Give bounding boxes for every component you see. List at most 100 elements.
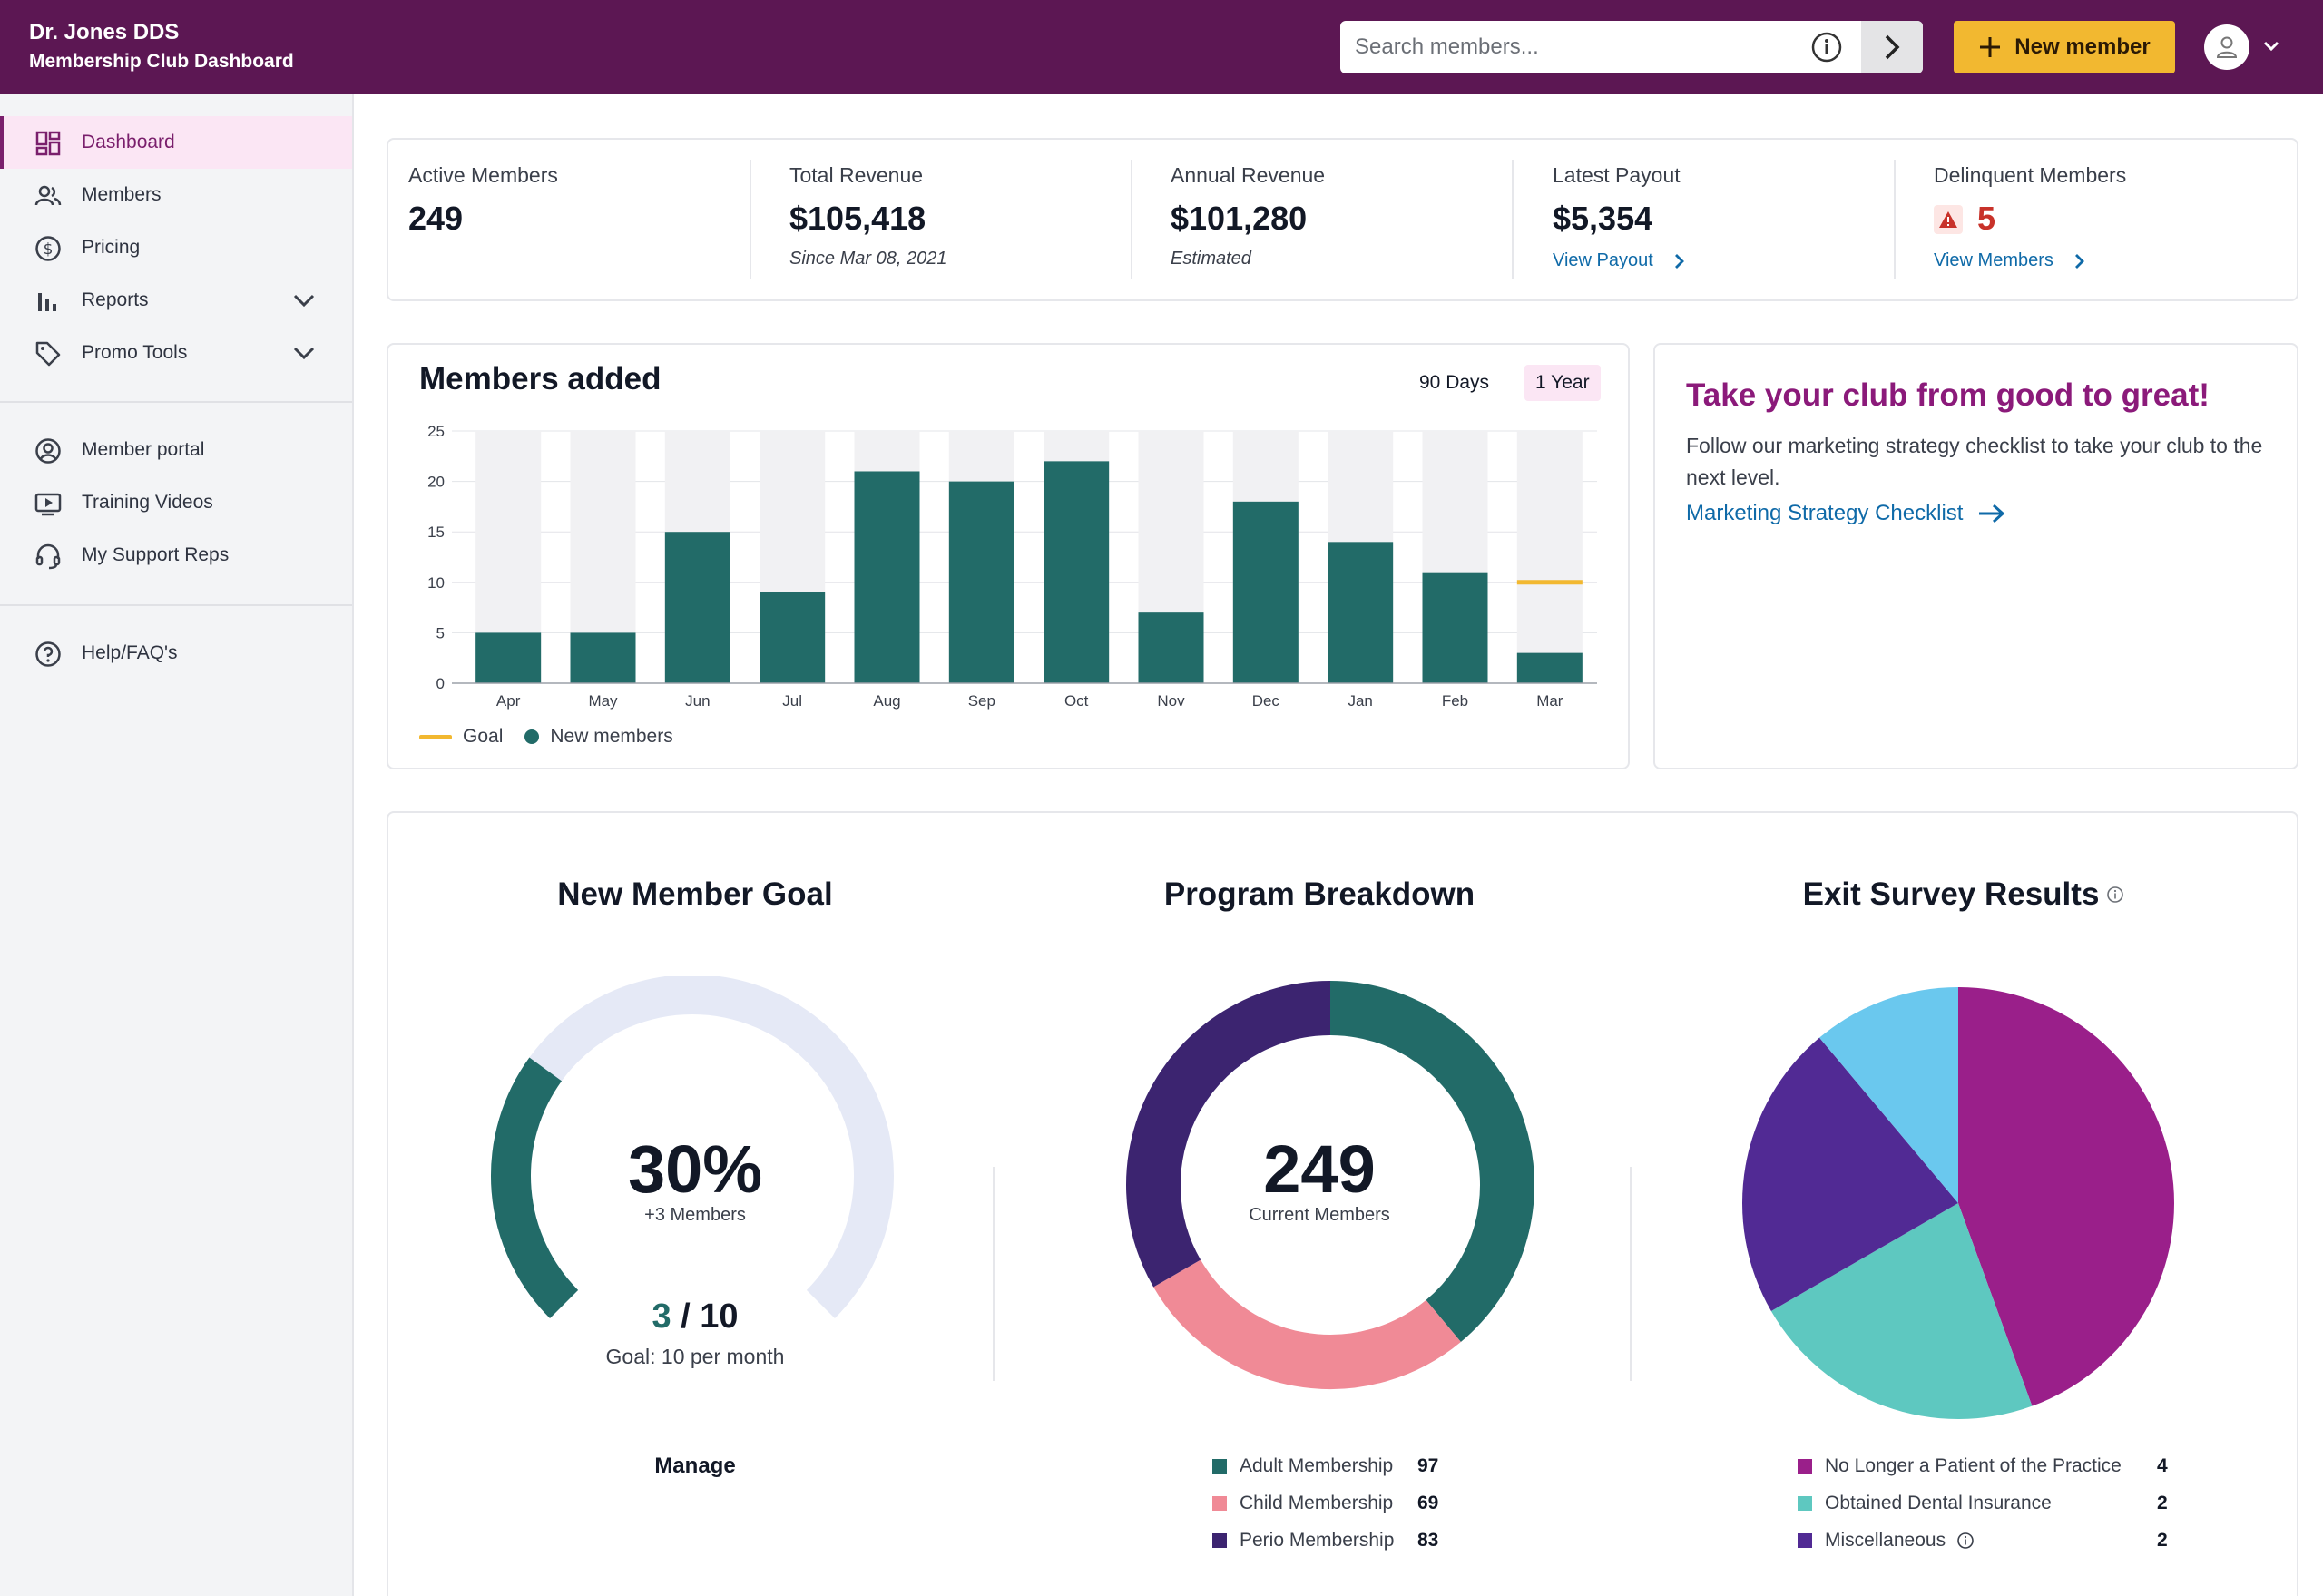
- info-icon[interactable]: [2106, 886, 2124, 904]
- x-tick-label: Jan: [1348, 692, 1372, 710]
- legend-adult-membership: Adult Membership 97: [1212, 1455, 1438, 1477]
- link-label: Marketing Strategy Checklist: [1686, 501, 1964, 525]
- stat-active-members: Active Members 249: [388, 140, 751, 299]
- range-1-year-tab[interactable]: 1 Year: [1524, 365, 1601, 401]
- legend-swatch: [1798, 1496, 1812, 1511]
- stat-delinquent-members: Delinquent Members 5 View Members: [1914, 140, 2295, 299]
- goal-percent: 30%: [627, 1131, 763, 1207]
- chevron-down-icon[interactable]: [292, 290, 316, 310]
- stat-value: $101,280: [1171, 200, 1308, 237]
- stat-divider: [750, 160, 751, 279]
- headset-icon: [35, 543, 61, 570]
- view-payout-link[interactable]: View Payout: [1553, 250, 1686, 271]
- bar: [854, 471, 920, 683]
- stat-divider: [1894, 160, 1896, 279]
- x-tick-label: Nov: [1157, 692, 1185, 710]
- legend-swatch: [1212, 1533, 1227, 1548]
- pie-slice: [1819, 987, 1958, 1203]
- sidebar-divider: [0, 604, 352, 606]
- new-members-legend-label: New members: [550, 726, 673, 747]
- bar: [475, 632, 542, 683]
- dollar-icon: $: [35, 236, 61, 261]
- sidebar-item-members[interactable]: Members: [0, 169, 352, 221]
- stat-value: $105,418: [789, 200, 926, 237]
- bar: [1328, 542, 1394, 683]
- legend-value: 83: [1417, 1530, 1439, 1551]
- goal-legend-label: Goal: [463, 726, 504, 747]
- x-tick-label: Oct: [1064, 692, 1089, 710]
- sidebar-item-support-reps[interactable]: My Support Reps: [0, 529, 352, 582]
- info-icon[interactable]: [1956, 1532, 1975, 1550]
- program-title: Program Breakdown: [1163, 876, 1475, 912]
- chart-legend: Goal New members: [419, 726, 673, 748]
- bar: [1422, 572, 1488, 683]
- members-added-card: Members added 90 Days 1 Year 0 5 10 15 20 25 A…: [387, 343, 1630, 769]
- bar: [1044, 461, 1110, 683]
- link-label: View Payout: [1553, 250, 1653, 270]
- goal-title: New Member Goal: [557, 876, 833, 912]
- sidebar-item-training-videos[interactable]: Training Videos: [0, 476, 352, 529]
- new-member-button[interactable]: New member: [1954, 21, 2175, 73]
- chevron-down-icon[interactable]: [292, 343, 316, 363]
- y-tick-label: 20: [427, 474, 445, 491]
- y-tick-label: 0: [436, 675, 445, 692]
- legend-child-membership: Child Membership 69: [1212, 1493, 1438, 1514]
- goal-progress: 3 / 10: [388, 1297, 1002, 1337]
- user-icon: [2216, 36, 2238, 58]
- svg-text:$: $: [44, 240, 54, 259]
- plus-icon: [1980, 37, 2001, 57]
- sidebar-item-label: Promo Tools: [82, 342, 188, 363]
- dashboard-icon: [35, 131, 61, 156]
- sidebar-item-promo-tools[interactable]: Promo Tools: [0, 327, 352, 379]
- section-divider: [1630, 1167, 1632, 1381]
- help-icon: [35, 641, 61, 667]
- legend-label: Perio Membership: [1240, 1530, 1395, 1551]
- new-members-legend-swatch: [524, 729, 540, 744]
- warning-icon: [1934, 205, 1963, 234]
- search-input[interactable]: [1355, 21, 1808, 73]
- y-tick-label: 15: [427, 524, 445, 541]
- bar: [1516, 652, 1583, 683]
- donut-slice: [1329, 981, 1534, 1342]
- sidebar-item-reports[interactable]: Reports: [0, 274, 352, 327]
- stat-value: $5,354: [1553, 200, 1653, 237]
- donut-slice: [1126, 981, 1331, 1288]
- chevron-down-icon[interactable]: [2261, 36, 2281, 61]
- arrow-right-icon: [1979, 504, 2005, 524]
- sidebar-item-label: My Support Reps: [82, 544, 230, 565]
- chart-title: Members added: [419, 361, 662, 397]
- info-icon[interactable]: [1810, 31, 1843, 68]
- user-circle-icon: [35, 438, 61, 464]
- bar-track: [1516, 431, 1583, 683]
- promo-text: Follow our marketing strategy checklist …: [1686, 434, 2263, 489]
- x-tick-label: Jul: [782, 692, 802, 710]
- app-subtitle: Membership Club Dashboard: [29, 51, 294, 72]
- sidebar-item-label: Dashboard: [82, 132, 175, 152]
- legend-swatch: [1212, 1459, 1227, 1474]
- goal-legend-swatch: [419, 734, 452, 739]
- sidebar-item-pricing[interactable]: $ Pricing: [0, 221, 352, 274]
- exit-survey-pie-chart: [1742, 987, 2174, 1419]
- legend-label: Obtained Dental Insurance: [1825, 1493, 2052, 1513]
- stat-label: Total Revenue: [789, 163, 924, 187]
- donut-slice: [1153, 1259, 1461, 1389]
- bar: [570, 632, 636, 683]
- pie-slice: [1742, 1037, 1958, 1311]
- range-90-days-tab[interactable]: 90 Days: [1419, 372, 1490, 393]
- avatar[interactable]: [2204, 24, 2249, 70]
- marketing-checklist-link[interactable]: Marketing Strategy Checklist: [1686, 501, 2006, 526]
- stat-value: 249: [408, 200, 464, 237]
- sidebar-item-dashboard[interactable]: Dashboard: [0, 116, 352, 169]
- view-members-link[interactable]: View Members: [1934, 250, 2086, 271]
- stat-subtext: Estimated: [1171, 249, 1251, 269]
- sidebar-item-help[interactable]: Help/FAQ's: [0, 627, 352, 680]
- sidebar-item-member-portal[interactable]: Member portal: [0, 424, 352, 476]
- bar: [1232, 501, 1299, 683]
- sidebar-item-label: Member portal: [82, 439, 205, 460]
- x-tick-label: Feb: [1442, 692, 1468, 710]
- manage-button[interactable]: Manage: [654, 1454, 736, 1478]
- stat-divider: [1512, 160, 1514, 279]
- search-submit-button[interactable]: [1861, 21, 1923, 73]
- x-tick-label: Apr: [496, 692, 521, 710]
- goal-current: 3: [652, 1297, 671, 1336]
